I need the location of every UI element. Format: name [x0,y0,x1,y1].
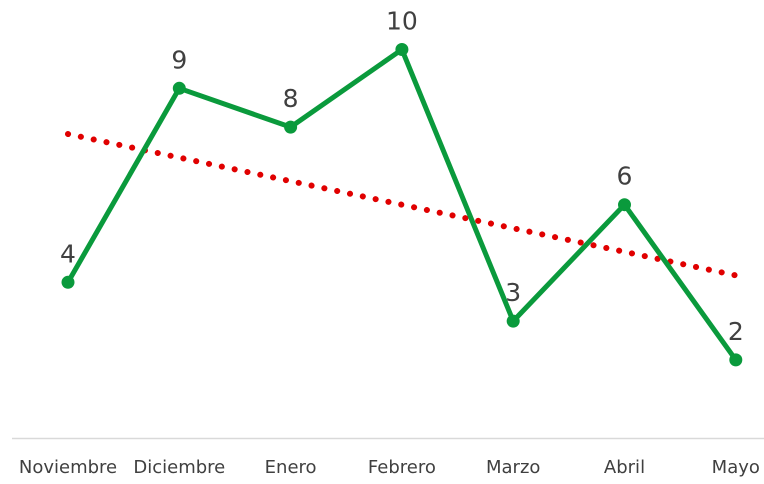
data-point-abril [618,198,631,212]
x-tick-label-marzo: Marzo [486,457,540,478]
data-point-enero [284,120,298,134]
trendline [65,131,739,279]
data-label-abril: 6 [617,162,633,191]
data-label-febrero: 10 [386,7,418,36]
data-point-febrero [395,43,409,56]
x-tick-label-noviembre: Noviembre [19,457,117,478]
x-tick-label-abril: Abril [604,457,645,478]
data-label-enero: 8 [283,84,299,113]
x-tick-label-febrero: Febrero [368,457,436,478]
data-label-diciembre: 9 [171,45,187,74]
x-tick-label-layer: Noviembre Diciembre Enero Febrero Marzo Abril… [19,457,760,478]
data-label-layer: 4 9 8 10 3 6 2 [60,7,744,346]
trendline-layer [65,131,739,279]
data-point-noviembre [61,275,75,289]
x-tick-label-mayo: Mayo [712,457,760,478]
data-point-mayo [729,353,743,367]
data-label-marzo: 3 [505,278,521,307]
data-label-noviembre: 4 [60,239,76,268]
data-point-marzo [506,314,520,328]
x-tick-label-enero: Enero [265,457,317,478]
data-point-diciembre [172,81,186,95]
data-label-mayo: 2 [728,317,744,346]
series-layer [61,43,743,367]
x-tick-label-diciembre: Diciembre [133,457,225,478]
